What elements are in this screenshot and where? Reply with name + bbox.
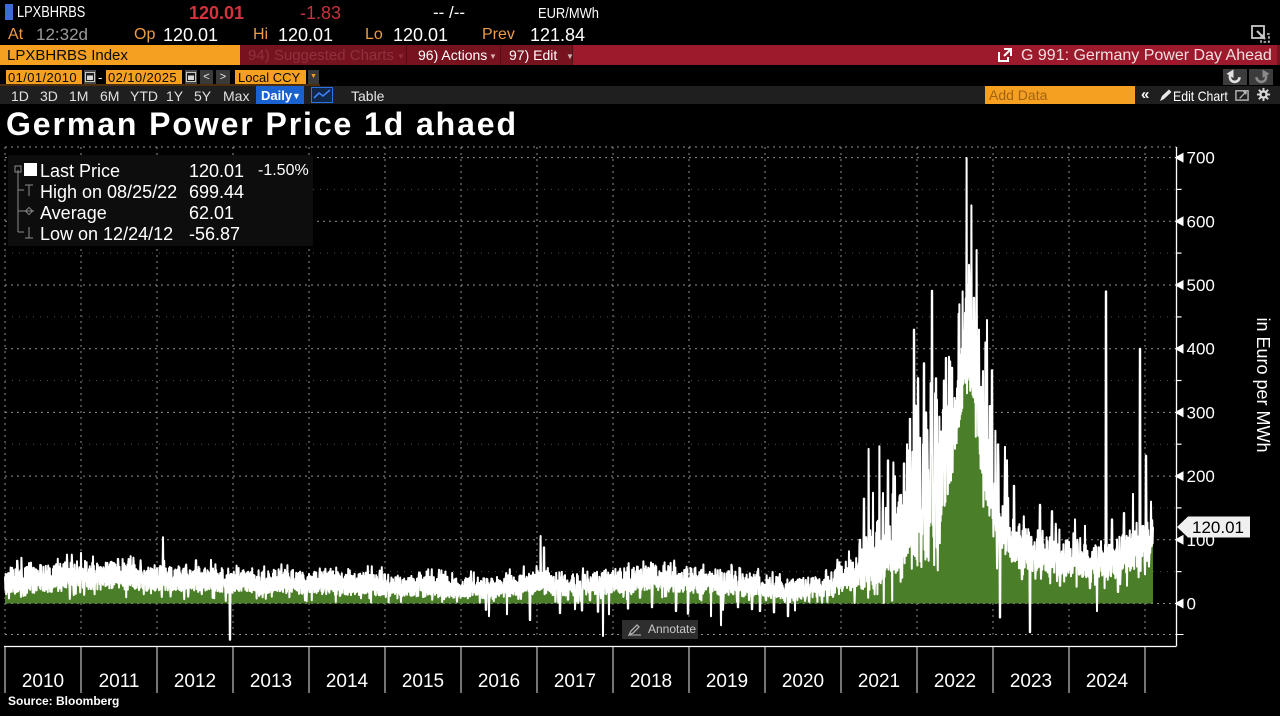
svg-text:2017: 2017 — [554, 671, 596, 692]
svg-text:2022: 2022 — [934, 671, 976, 692]
svg-text:2019: 2019 — [706, 671, 748, 692]
svg-text:2016: 2016 — [478, 671, 520, 692]
svg-text:200: 200 — [1187, 467, 1215, 486]
svg-text:500: 500 — [1187, 276, 1215, 295]
svg-text:0: 0 — [1187, 595, 1196, 614]
svg-text:2023: 2023 — [1010, 671, 1052, 692]
svg-text:600: 600 — [1187, 212, 1215, 231]
svg-text:2011: 2011 — [99, 671, 140, 692]
svg-text:2015: 2015 — [402, 671, 444, 692]
svg-text:400: 400 — [1187, 340, 1215, 359]
svg-text:2010: 2010 — [22, 671, 64, 692]
svg-text:2018: 2018 — [630, 671, 672, 692]
svg-text:120.01: 120.01 — [1192, 518, 1244, 537]
svg-text:2014: 2014 — [326, 671, 369, 692]
svg-text:2024: 2024 — [1086, 671, 1129, 692]
svg-text:2020: 2020 — [782, 671, 824, 692]
svg-text:2012: 2012 — [174, 671, 216, 692]
svg-text:in Euro per MWh: in Euro per MWh — [1253, 317, 1273, 452]
svg-text:2021: 2021 — [858, 671, 900, 692]
svg-text:700: 700 — [1187, 149, 1215, 168]
svg-text:2013: 2013 — [250, 671, 292, 692]
svg-text:300: 300 — [1187, 403, 1215, 422]
